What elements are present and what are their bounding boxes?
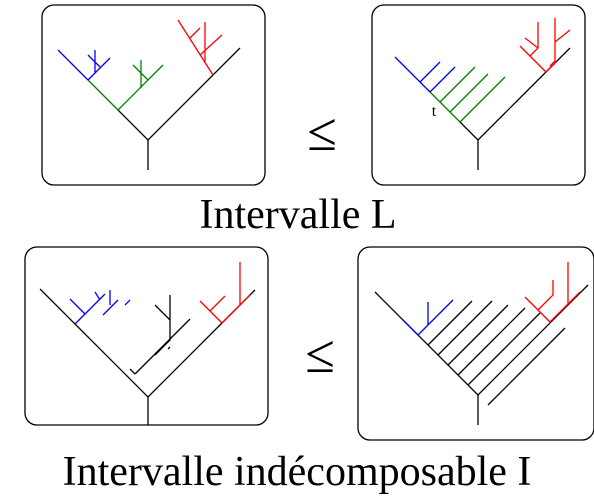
caption: Intervalle indécomposable I bbox=[63, 449, 532, 495]
branch bbox=[57, 49, 111, 81]
tree-left-bottom bbox=[24, 246, 269, 426]
branch bbox=[524, 262, 581, 323]
relation: ≤ bbox=[307, 102, 337, 162]
branch bbox=[117, 47, 241, 170]
box bbox=[41, 4, 266, 186]
tree-right-bottom bbox=[357, 246, 594, 441]
box bbox=[357, 246, 594, 441]
branch bbox=[519, 18, 571, 73]
branch bbox=[402, 299, 454, 336]
box bbox=[371, 4, 586, 186]
tree-right-top: t bbox=[371, 4, 586, 186]
branch bbox=[154, 304, 171, 321]
branch bbox=[374, 284, 589, 425]
caption: Intervalle L bbox=[199, 192, 396, 238]
branch bbox=[39, 288, 256, 425]
branch bbox=[199, 262, 251, 324]
branch bbox=[87, 60, 164, 111]
box bbox=[24, 246, 269, 426]
branch bbox=[177, 19, 223, 76]
branch bbox=[394, 56, 456, 93]
tree-left-top bbox=[41, 4, 266, 186]
node-label: t bbox=[432, 103, 437, 120]
relation: ≤ bbox=[305, 324, 335, 384]
branch bbox=[69, 290, 131, 325]
branch bbox=[429, 66, 506, 123]
branch bbox=[459, 47, 571, 170]
